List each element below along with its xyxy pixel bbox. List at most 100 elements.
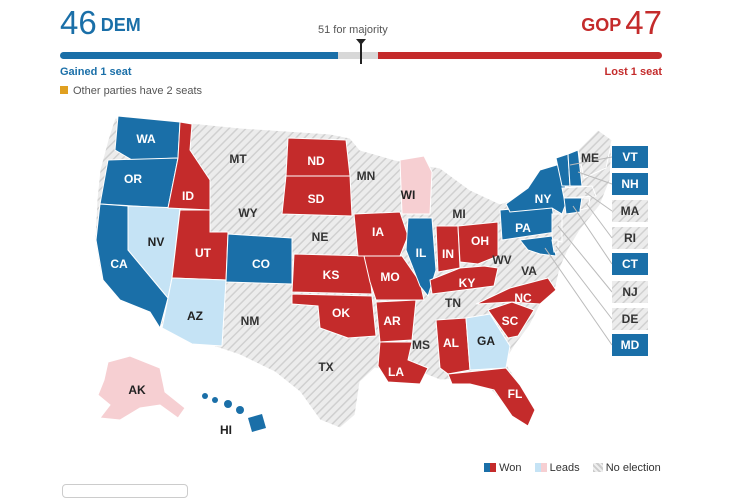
state-FL[interactable]: [447, 367, 536, 427]
legend-leads: Leads: [534, 462, 583, 474]
dem-change-text: Gained 1 seat: [60, 66, 132, 78]
legend-gop-leads-swatch-icon: [540, 463, 547, 472]
label-IA: IA: [372, 225, 384, 239]
state-RI[interactable]: [579, 197, 591, 211]
box-MA[interactable]: [612, 200, 648, 222]
legend-no-election-label: No election: [605, 462, 661, 474]
label-AZ: AZ: [187, 309, 203, 323]
state-SC[interactable]: [487, 301, 535, 339]
state-HI[interactable]: [202, 393, 266, 432]
state-KY[interactable]: [429, 265, 499, 295]
label-CO: CO: [252, 257, 270, 271]
label-NV: NV: [148, 235, 165, 249]
state-MO[interactable]: [363, 255, 425, 301]
box-label-MD: MD: [621, 338, 640, 352]
label-HI: HI: [220, 423, 232, 437]
state-AR[interactable]: [375, 299, 417, 343]
label-MN: MN: [357, 169, 376, 183]
box-label-CT: CT: [622, 257, 639, 271]
state-AL[interactable]: [435, 317, 471, 375]
label-CA: CA: [110, 257, 128, 271]
state-OK[interactable]: [291, 293, 377, 339]
label-MS: MS: [412, 338, 430, 352]
label-OH: OH: [471, 234, 489, 248]
box-NJ[interactable]: [612, 281, 648, 303]
legend-dem-leads-swatch-icon: [534, 463, 541, 472]
state-AK[interactable]: [97, 355, 186, 421]
label-MI: MI: [452, 207, 465, 221]
box-CT[interactable]: [612, 253, 648, 275]
label-LA: LA: [388, 365, 404, 379]
box-label-RI: RI: [624, 231, 636, 245]
label-NM: NM: [241, 314, 260, 328]
dem-count-label: DEM: [100, 15, 141, 35]
label-NE: NE: [312, 230, 329, 244]
label-SD: SD: [308, 192, 325, 206]
label-IL: IL: [416, 246, 427, 260]
label-AK: AK: [128, 383, 146, 397]
majority-marker-line: [360, 44, 362, 64]
state-WI[interactable]: [399, 155, 433, 215]
legend-gop-won-swatch-icon: [490, 463, 496, 472]
box-label-VT: VT: [622, 150, 638, 164]
dem-seat-count: 46 DEM: [60, 4, 141, 42]
label-KY: KY: [459, 276, 476, 290]
state-ID[interactable]: [167, 121, 211, 211]
legend-dem-won-swatch-icon: [484, 463, 490, 472]
other-parties-note: Other parties have 2 seats: [60, 85, 202, 97]
state-IA[interactable]: [353, 211, 409, 257]
label-MO: MO: [380, 270, 399, 284]
label-VA: VA: [521, 264, 537, 278]
legend-no-election-swatch-icon: [592, 463, 603, 472]
state-SD[interactable]: [281, 175, 353, 217]
majority-marker-icon: [356, 39, 366, 45]
partial-control-pill[interactable]: [62, 484, 188, 498]
state-LA[interactable]: [377, 341, 429, 385]
undecided-seat-bar: [338, 52, 378, 59]
map-legend: Won Leads No election: [484, 462, 671, 474]
label-OR: OR: [124, 172, 142, 186]
gop-count-number: 47: [625, 4, 662, 41]
state-NJ[interactable]: [551, 213, 563, 243]
gop-count-label: GOP: [581, 15, 622, 35]
state-KS[interactable]: [291, 253, 373, 295]
state-IL[interactable]: [405, 217, 437, 298]
label-AR: AR: [383, 314, 401, 328]
state-OH[interactable]: [457, 221, 499, 265]
state-NC[interactable]: [475, 277, 557, 305]
box-label-NJ: NJ: [622, 285, 637, 299]
majority-label: 51 for majority: [318, 24, 388, 36]
box-label-MA: MA: [621, 204, 640, 218]
dem-seat-bar: [60, 52, 338, 59]
gop-change-text: Lost 1 seat: [604, 66, 662, 78]
other-parties-text: Other parties have 2 seats: [73, 85, 203, 97]
label-WI: WI: [401, 188, 416, 202]
box-RI[interactable]: [612, 227, 648, 249]
box-NH[interactable]: [612, 173, 648, 195]
dem-count-number: 46: [60, 4, 97, 41]
label-GA: GA: [477, 334, 495, 348]
label-UT: UT: [195, 246, 212, 260]
box-DE[interactable]: [612, 308, 648, 330]
label-WY: WY: [238, 206, 257, 220]
box-MD[interactable]: [612, 334, 648, 356]
label-FL: FL: [508, 387, 523, 401]
state-GA[interactable]: [465, 313, 511, 371]
label-NY: NY: [535, 192, 552, 206]
box-VT[interactable]: [612, 146, 648, 168]
state-NH[interactable]: [567, 149, 583, 187]
state-DE[interactable]: [551, 239, 559, 253]
gop-seat-count: GOP 47: [581, 4, 662, 42]
state-MA[interactable]: [561, 185, 597, 199]
label-AL: AL: [443, 336, 459, 350]
label-MT: MT: [229, 152, 247, 166]
label-SC: SC: [502, 314, 519, 328]
box-label-DE: DE: [622, 312, 639, 326]
legend-won-label: Won: [499, 462, 522, 474]
label-OK: OK: [332, 306, 350, 320]
legend-leads-label: Leads: [549, 462, 580, 474]
label-IN: IN: [442, 247, 454, 261]
label-WV: WV: [492, 253, 511, 267]
label-PA: PA: [515, 221, 531, 235]
